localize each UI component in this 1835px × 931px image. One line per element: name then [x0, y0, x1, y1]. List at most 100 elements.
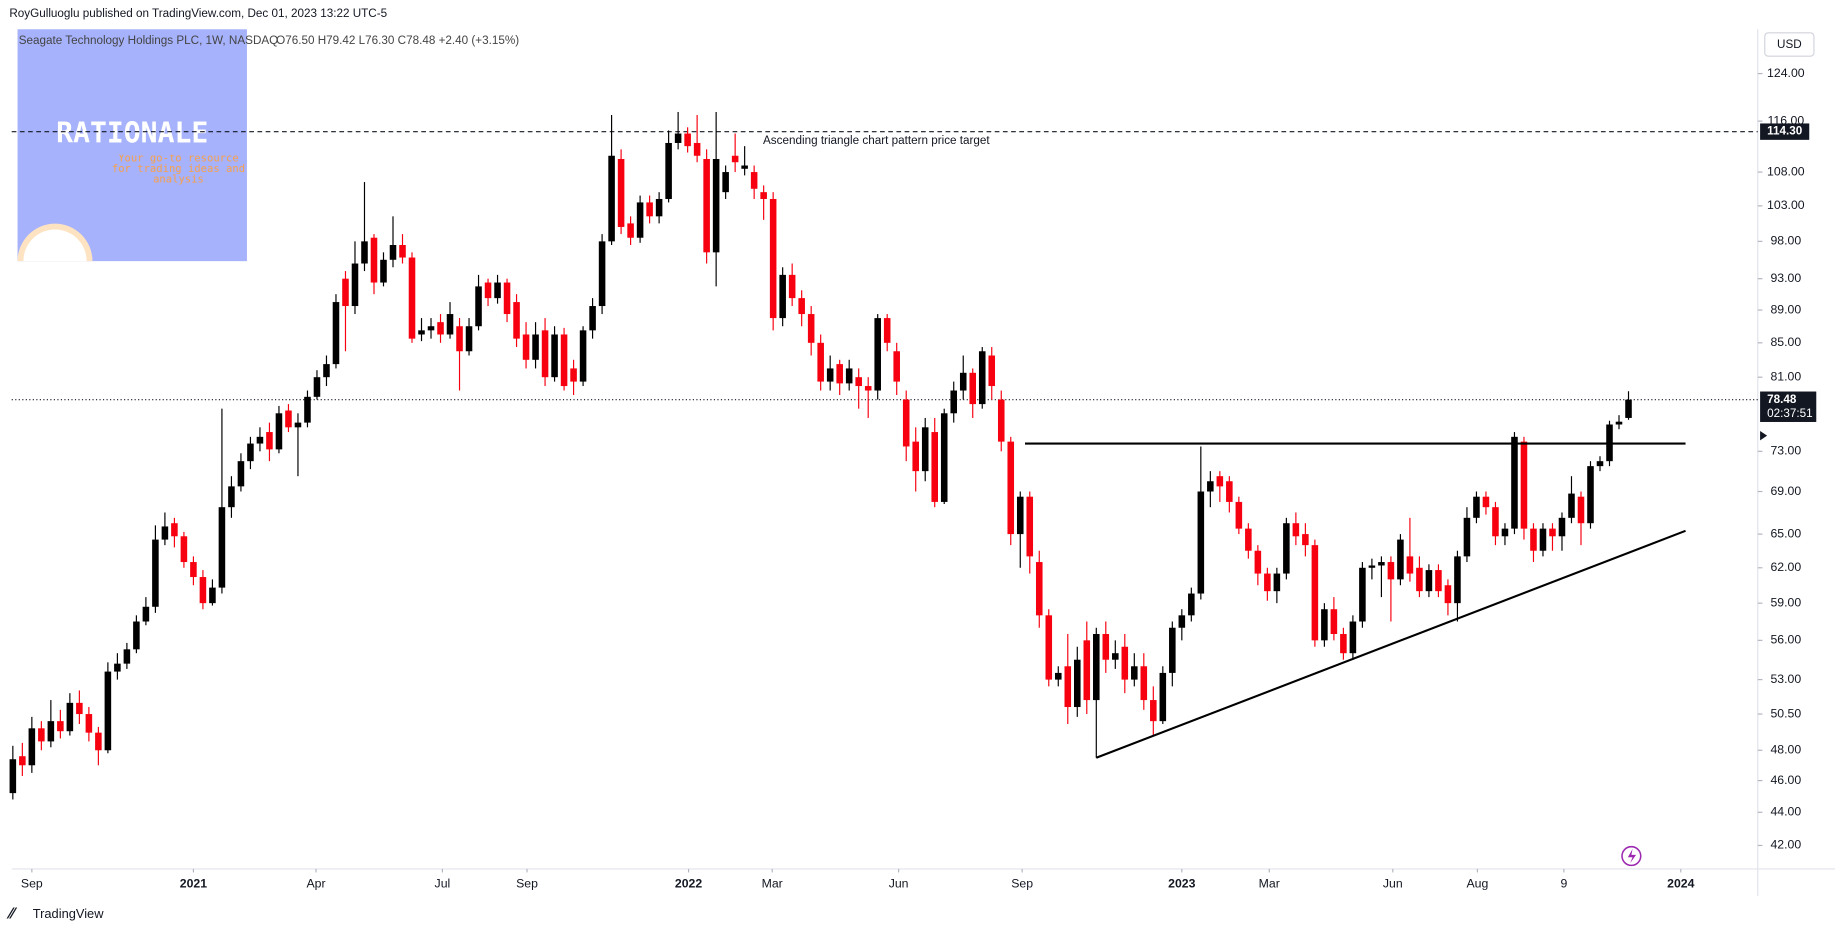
- candle-body: [209, 587, 216, 604]
- logo-sun-inner: [23, 229, 87, 262]
- currency-label: USD: [1777, 38, 1802, 51]
- candle-body: [1473, 496, 1480, 518]
- candle-body: [1482, 496, 1490, 508]
- candle-body: [1425, 570, 1433, 592]
- candle-body: [1188, 593, 1195, 616]
- candle-body: [380, 259, 387, 283]
- candle-body: [475, 286, 482, 327]
- candle-body: [180, 536, 188, 563]
- candle-body: [1587, 466, 1594, 524]
- y-tick-label: 59.00: [1770, 595, 1801, 609]
- y-tick-label: 65.00: [1770, 526, 1801, 540]
- candle-body: [38, 728, 45, 742]
- candle-body: [323, 364, 330, 378]
- candle-body: [1492, 507, 1499, 537]
- candle-body: [57, 721, 64, 732]
- footer-brand: TradingView: [33, 906, 104, 921]
- candle-body: [845, 368, 853, 384]
- candle-body: [1387, 562, 1395, 580]
- candle-body: [1406, 556, 1414, 574]
- price-scale-marker: [1760, 430, 1768, 441]
- candle-body: [1454, 556, 1461, 604]
- candle-body: [408, 257, 416, 339]
- x-tick-label: Jun: [1383, 876, 1403, 890]
- ohlc-legend: O76.50 H79.42 L76.30 C78.48 +2.40 (+3.15…: [276, 34, 519, 47]
- candle-body: [769, 198, 777, 319]
- trend-line: [1095, 529, 1686, 759]
- x-tick-label: Sep: [1011, 876, 1033, 890]
- candle-body: [1159, 672, 1167, 722]
- candle-body: [19, 756, 26, 766]
- candle-body: [931, 432, 938, 502]
- candle-body: [1083, 640, 1091, 701]
- candle-body: [864, 386, 872, 391]
- candle-body: [123, 649, 131, 664]
- candle-body: [883, 318, 891, 343]
- candle-body: [1207, 481, 1214, 492]
- candle-body: [494, 282, 501, 299]
- y-tick-label: 85.00: [1770, 335, 1801, 349]
- candle-body: [1596, 461, 1604, 467]
- currency-button[interactable]: [1764, 32, 1815, 57]
- candle-body: [693, 142, 701, 156]
- candle-body: [1197, 491, 1205, 594]
- candle-body: [1112, 653, 1119, 660]
- candle-body: [266, 432, 273, 450]
- candle-body: [978, 351, 986, 405]
- candle-body: [1121, 646, 1129, 680]
- candle-body: [513, 302, 520, 339]
- candle-body: [893, 351, 900, 382]
- last-price-badge: [1760, 391, 1817, 422]
- candle-body: [541, 330, 549, 378]
- x-tick-label: Sep: [21, 876, 43, 890]
- alert-icon-bolt: [1627, 849, 1637, 864]
- candle-body: [1292, 523, 1300, 537]
- x-tick-label: Apr: [306, 876, 325, 890]
- candle-body: [446, 314, 454, 335]
- y-tick-label: 81.00: [1770, 369, 1801, 383]
- y-tick-label: 124.00: [1767, 66, 1805, 80]
- candle-body: [1035, 562, 1043, 616]
- candle-body: [228, 486, 235, 508]
- candle-body: [589, 306, 596, 331]
- candle-body: [627, 223, 634, 238]
- candle-body: [1283, 523, 1290, 574]
- candle-body: [950, 390, 958, 414]
- last-price-badge-label: 78.48: [1767, 393, 1797, 406]
- logo-background: [17, 29, 247, 262]
- candle-body: [1026, 496, 1034, 557]
- candle-body: [1444, 585, 1452, 604]
- candle-body: [1311, 545, 1319, 641]
- y-tick-label: 69.00: [1770, 484, 1801, 498]
- candle-body: [294, 422, 302, 428]
- candle-body: [465, 326, 473, 352]
- y-tick-label: 93.00: [1770, 271, 1801, 285]
- candle-body: [1074, 659, 1081, 708]
- candle-body: [636, 202, 644, 238]
- candle-body: [807, 314, 815, 343]
- candle-body: [1349, 621, 1357, 654]
- candle-body: [779, 274, 786, 319]
- price-target-annotation: Ascending triangle chart pattern price t…: [763, 134, 990, 147]
- candle-body: [1245, 528, 1252, 551]
- candle-body: [161, 526, 169, 540]
- candle-body: [532, 334, 539, 360]
- candle-body: [256, 436, 264, 444]
- y-tick-label: 42.00: [1770, 838, 1801, 852]
- candle-body: [389, 244, 397, 260]
- candle-body: [313, 377, 321, 397]
- candle-body: [104, 671, 112, 751]
- logo-tagline: Your go-to resource for trading ideas an…: [111, 154, 246, 187]
- candle-body: [503, 282, 511, 315]
- y-tick-label: 50.50: [1770, 706, 1801, 720]
- candle-body: [712, 158, 720, 253]
- candle-body: [1511, 436, 1518, 529]
- candle-body: [370, 237, 378, 283]
- y-tick-label: 48.00: [1770, 743, 1801, 757]
- candle-body: [456, 326, 463, 352]
- candle-body: [1539, 528, 1547, 551]
- candle-body: [1254, 550, 1262, 574]
- candle-body: [237, 461, 245, 487]
- candle-body: [1273, 573, 1281, 592]
- alert-icon[interactable]: [1621, 845, 1642, 867]
